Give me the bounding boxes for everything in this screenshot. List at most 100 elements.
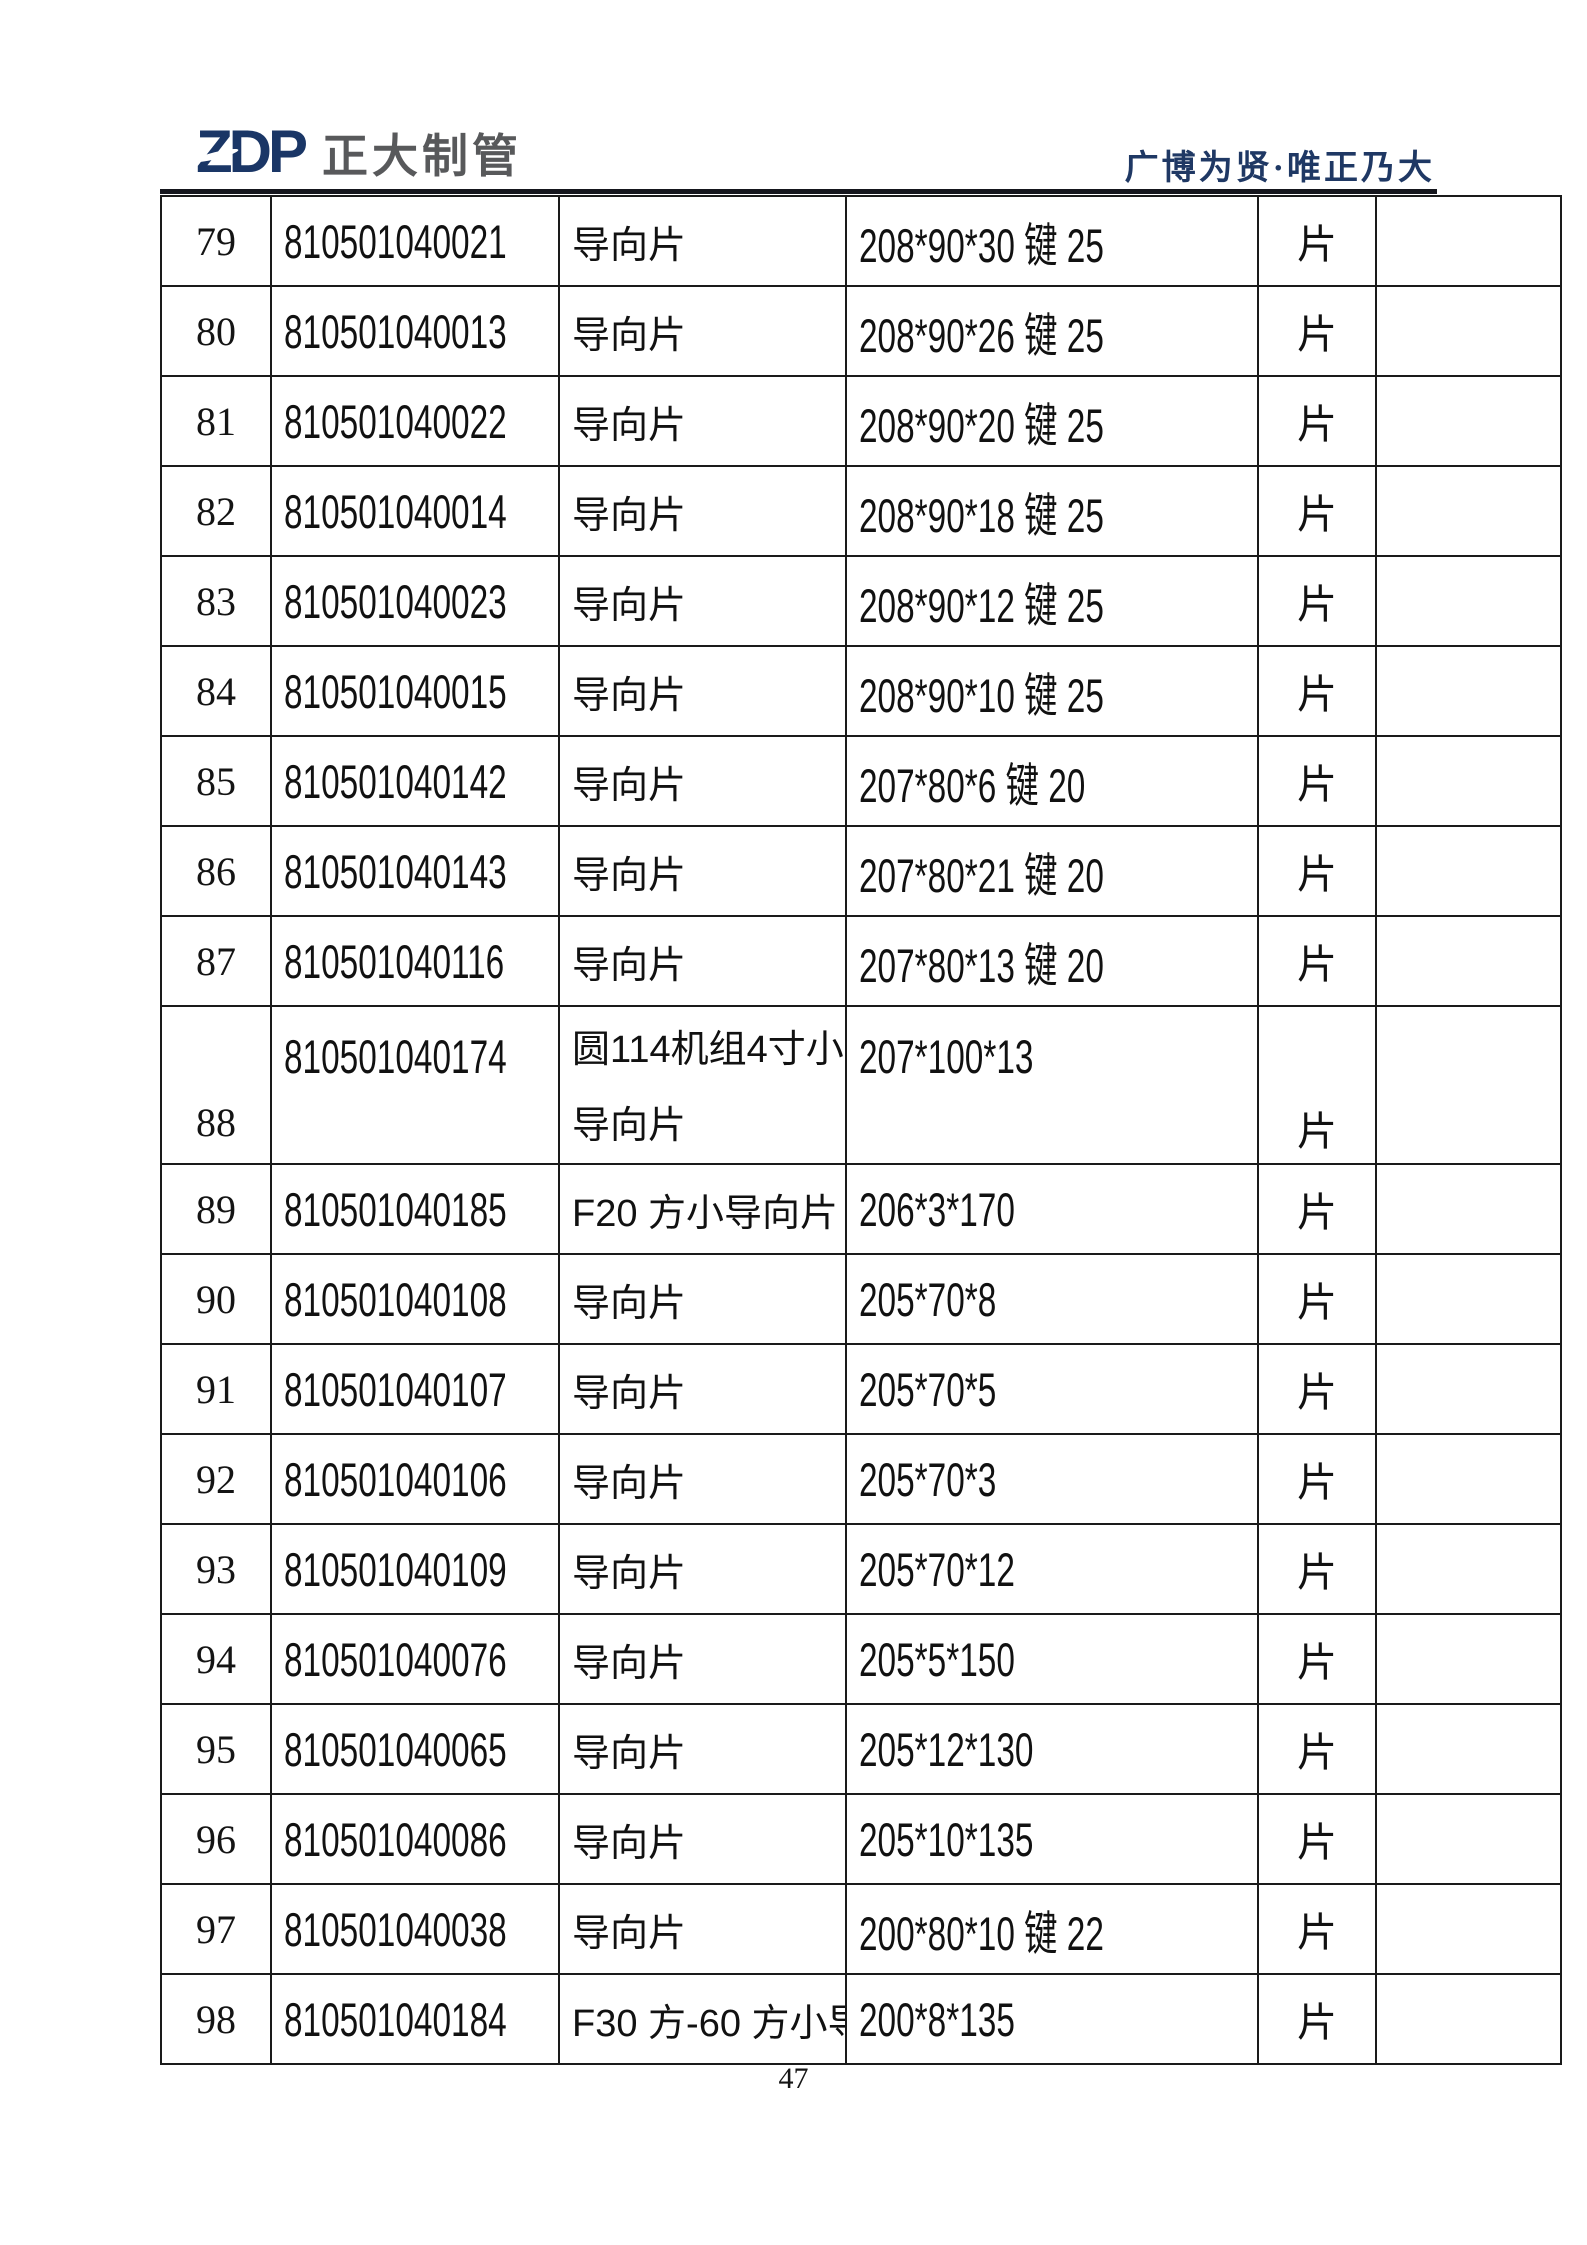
- row-number: 94: [160, 1613, 272, 1705]
- part-code: 810501040023: [270, 555, 560, 647]
- row-number: 80: [160, 285, 272, 377]
- company-slogan: 广博为贤·唯正乃大: [1124, 150, 1435, 187]
- part-code: 810501040174: [270, 1005, 560, 1165]
- part-spec: 208*90*18 键 25: [845, 465, 1259, 557]
- table-row: 92 810501040106 导向片 205*70*3 片: [160, 1433, 1562, 1525]
- part-name: 导向片: [558, 465, 847, 557]
- part-code: 810501040107: [270, 1343, 560, 1435]
- part-name-line1: 圆114机组4寸小: [572, 1029, 844, 1071]
- company-logo: ZDP 正大制管: [192, 122, 522, 182]
- table-row: 96 810501040086 导向片 205*10*135 片: [160, 1793, 1562, 1885]
- table-row: 83 810501040023 导向片 208*90*12 键 25 片: [160, 555, 1562, 647]
- part-name: 导向片: [558, 1433, 847, 1525]
- table-row: 89 810501040185 F20 方小导向片 206*3*170 片: [160, 1163, 1562, 1255]
- part-name: 导向片: [558, 285, 847, 377]
- part-code: 810501040065: [270, 1703, 560, 1795]
- remark-cell: [1375, 195, 1562, 287]
- part-unit: 片: [1257, 1523, 1377, 1615]
- table-row: 87 810501040116 导向片 207*80*13 键 20 片: [160, 915, 1562, 1007]
- part-spec: 205*10*135: [845, 1793, 1259, 1885]
- part-code: 810501040184: [270, 1973, 560, 2065]
- remark-cell: [1375, 1973, 1562, 2065]
- parts-table: 79 810501040021 导向片 208*90*30 键 25 片 80 …: [160, 195, 1562, 2065]
- row-number: 96: [160, 1793, 272, 1885]
- row-number: 89: [160, 1163, 272, 1255]
- part-spec: 200*8*135: [845, 1973, 1259, 2065]
- remark-cell: [1375, 1433, 1562, 1525]
- header-divider: [160, 189, 1437, 194]
- row-number: 83: [160, 555, 272, 647]
- table-row: 79 810501040021 导向片 208*90*30 键 25 片: [160, 195, 1562, 287]
- table-row: 85 810501040142 导向片 207*80*6 键 20 片: [160, 735, 1562, 827]
- part-unit: 片: [1257, 825, 1377, 917]
- part-spec: 208*90*12 键 25: [845, 555, 1259, 647]
- remark-cell: [1375, 1343, 1562, 1435]
- part-spec: 205*70*8: [845, 1253, 1259, 1345]
- part-spec: 208*90*30 键 25: [845, 195, 1259, 287]
- part-spec: 205*70*12: [845, 1523, 1259, 1615]
- row-number: 87: [160, 915, 272, 1007]
- row-number: 98: [160, 1973, 272, 2065]
- remark-cell: [1375, 1253, 1562, 1345]
- remark-cell: [1375, 645, 1562, 737]
- remark-cell: [1375, 915, 1562, 1007]
- part-code: 810501040014: [270, 465, 560, 557]
- part-unit: 片: [1257, 195, 1377, 287]
- table-row: 98 810501040184 F30 方-60 方小导 200*8*135 片: [160, 1973, 1562, 2065]
- part-code: 810501040143: [270, 825, 560, 917]
- remark-cell: [1375, 1703, 1562, 1795]
- logo-text: ZDP: [196, 118, 308, 185]
- part-unit: 片: [1257, 915, 1377, 1007]
- part-name: 导向片: [558, 375, 847, 467]
- row-number: 86: [160, 825, 272, 917]
- remark-cell: [1375, 735, 1562, 827]
- part-spec: 205*12*130: [845, 1703, 1259, 1795]
- part-spec: 208*90*20 键 25: [845, 375, 1259, 467]
- part-unit: 片: [1257, 1883, 1377, 1975]
- part-code: 810501040015: [270, 645, 560, 737]
- part-name: 导向片: [558, 1703, 847, 1795]
- part-name-line2: 导向片: [572, 1105, 687, 1147]
- part-spec: 208*90*26 键 25: [845, 285, 1259, 377]
- part-code: 810501040022: [270, 375, 560, 467]
- part-name: 导向片: [558, 825, 847, 917]
- part-code: 810501040021: [270, 195, 560, 287]
- part-code: 810501040086: [270, 1793, 560, 1885]
- part-name: 导向片: [558, 1613, 847, 1705]
- part-name: F20 方小导向片: [558, 1163, 847, 1255]
- part-code: 810501040076: [270, 1613, 560, 1705]
- part-spec: 207*80*13 键 20: [845, 915, 1259, 1007]
- table-row: 88 810501040174 圆114机组4寸小 导向片 207*100*13…: [160, 1005, 1562, 1165]
- part-name: 导向片: [558, 735, 847, 827]
- table-row: 91 810501040107 导向片 205*70*5 片: [160, 1343, 1562, 1435]
- part-spec: 205*70*5: [845, 1343, 1259, 1435]
- part-unit: 片: [1257, 1613, 1377, 1705]
- table-row: 93 810501040109 导向片 205*70*12 片: [160, 1523, 1562, 1615]
- table-row: 97 810501040038 导向片 200*80*10 键 22 片: [160, 1883, 1562, 1975]
- remark-cell: [1375, 1613, 1562, 1705]
- page-number: 47: [778, 2062, 809, 2095]
- row-number: 91: [160, 1343, 272, 1435]
- row-number: 85: [160, 735, 272, 827]
- part-unit: 片: [1257, 1973, 1377, 2065]
- part-spec: 206*3*170: [845, 1163, 1259, 1255]
- part-code: 810501040109: [270, 1523, 560, 1615]
- remark-cell: [1375, 825, 1562, 917]
- part-unit: 片: [1257, 1005, 1377, 1165]
- part-name: 导向片: [558, 915, 847, 1007]
- part-name: 导向片: [558, 645, 847, 737]
- part-name: F30 方-60 方小导: [558, 1973, 847, 2065]
- table-row: 95 810501040065 导向片 205*12*130 片: [160, 1703, 1562, 1795]
- row-number: 95: [160, 1703, 272, 1795]
- part-name: 圆114机组4寸小 导向片: [558, 1005, 847, 1165]
- row-number: 88: [160, 1005, 272, 1165]
- part-unit: 片: [1257, 1163, 1377, 1255]
- part-name: 导向片: [558, 195, 847, 287]
- part-name: 导向片: [558, 555, 847, 647]
- row-number: 92: [160, 1433, 272, 1525]
- company-name: 正大制管: [322, 130, 522, 182]
- remark-cell: [1375, 1523, 1562, 1615]
- table-row: 81 810501040022 导向片 208*90*20 键 25 片: [160, 375, 1562, 467]
- table-row: 80 810501040013 导向片 208*90*26 键 25 片: [160, 285, 1562, 377]
